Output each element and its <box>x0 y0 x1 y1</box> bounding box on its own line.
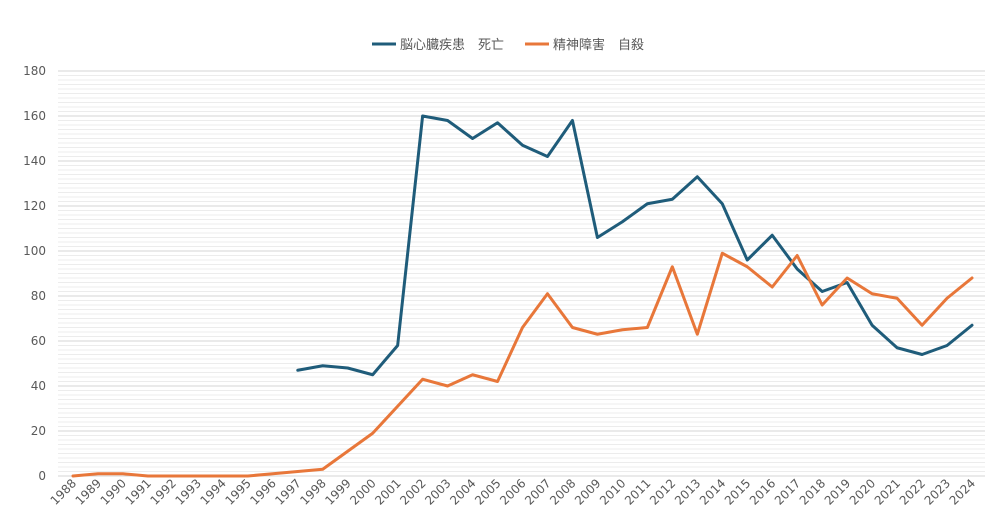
x-tick-label: 2007 <box>522 476 553 507</box>
legend: 脳心臓疾患 死亡 精神障害 自殺 <box>372 37 644 53</box>
x-tick-label: 2001 <box>372 476 403 507</box>
x-tick-label: 1988 <box>48 476 79 507</box>
x-tick-label: 1997 <box>272 476 303 507</box>
y-tick-label: 0 <box>38 469 46 483</box>
x-tick-label: 1990 <box>98 476 129 507</box>
x-tick-label: 1999 <box>322 476 353 507</box>
x-tick-label: 2019 <box>822 476 853 507</box>
y-tick-label: 120 <box>23 199 46 213</box>
x-tick-label: 1989 <box>73 476 104 507</box>
series-lines <box>71 114 974 478</box>
x-tick-label: 2000 <box>347 476 378 507</box>
x-tick-label: 1994 <box>197 476 228 507</box>
x-tick-label: 2004 <box>447 476 478 507</box>
x-tick-label: 2008 <box>547 476 578 507</box>
y-tick-label: 100 <box>23 244 46 258</box>
x-axis-ticks: 1988198919901991199219931994199519961997… <box>48 476 978 507</box>
x-tick-label: 2021 <box>872 476 903 507</box>
x-tick-label: 2010 <box>597 476 628 507</box>
series-line-2 <box>71 251 974 478</box>
x-tick-label: 2024 <box>947 476 978 507</box>
y-tick-label: 160 <box>23 109 46 123</box>
x-tick-label: 1993 <box>172 476 203 507</box>
x-tick-label: 2023 <box>922 476 953 507</box>
x-tick-label: 2012 <box>647 476 678 507</box>
legend-label-series-1: 脳心臓疾患 死亡 <box>400 38 504 53</box>
x-tick-label: 2011 <box>622 476 653 507</box>
x-tick-label: 2016 <box>747 476 778 507</box>
x-tick-label: 1992 <box>148 476 179 507</box>
x-tick-label: 2006 <box>497 476 528 507</box>
x-tick-label: 1998 <box>297 476 328 507</box>
legend-label-series-2: 精神障害 自殺 <box>553 37 644 53</box>
x-tick-label: 2022 <box>897 476 928 507</box>
x-tick-label: 2014 <box>697 476 728 507</box>
series-line-1 <box>296 114 974 377</box>
y-tick-label: 20 <box>31 424 46 438</box>
x-tick-label: 2018 <box>797 476 828 507</box>
x-tick-label: 2009 <box>572 476 603 507</box>
x-tick-label: 2005 <box>472 476 503 507</box>
x-tick-label: 2013 <box>672 476 703 507</box>
x-tick-label: 2020 <box>847 476 878 507</box>
x-tick-label: 2015 <box>722 476 753 507</box>
y-tick-label: 180 <box>23 64 46 78</box>
x-tick-label: 1991 <box>123 476 154 507</box>
x-tick-label: 2017 <box>772 476 803 507</box>
x-tick-label: 1996 <box>247 476 278 507</box>
x-tick-label: 2002 <box>397 476 428 507</box>
y-tick-label: 40 <box>31 379 46 393</box>
x-tick-label: 1995 <box>222 476 253 507</box>
y-axis-ticks: 0 20 40 60 80 100 120 140 160 180 <box>23 64 46 483</box>
y-tick-label: 140 <box>23 154 46 168</box>
y-tick-label: 60 <box>31 334 46 348</box>
x-tick-label: 2003 <box>422 476 453 507</box>
y-tick-label: 80 <box>31 289 46 303</box>
gridlines <box>58 70 985 477</box>
